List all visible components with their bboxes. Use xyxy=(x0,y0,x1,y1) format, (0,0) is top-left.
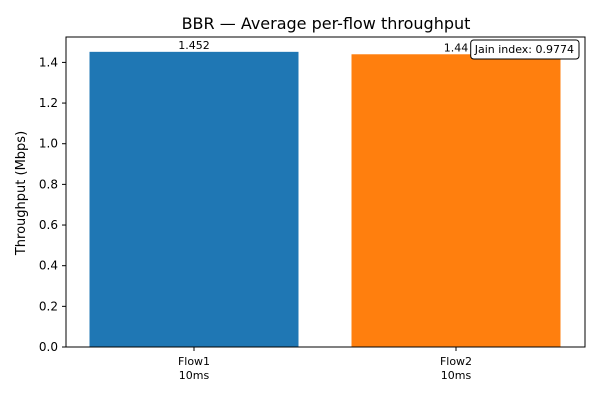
plot-frame xyxy=(65,36,586,348)
annotation-box xyxy=(470,39,580,60)
y-tick-label-7: 1.4 xyxy=(39,55,58,69)
y-tick-label-1: 0.2 xyxy=(39,299,58,313)
data-label-1: 1.452 xyxy=(178,39,210,52)
y-tick-label-3: 0.6 xyxy=(39,218,58,232)
jain-index-annotation: Jain index: 0.9774 xyxy=(474,43,574,56)
x-tick-label-2: Flow2 10ms xyxy=(440,355,472,382)
y-tick-label-4: 0.8 xyxy=(39,177,58,191)
y-tick-label-2: 0.4 xyxy=(39,259,58,273)
y-tick-label-5: 1.0 xyxy=(39,137,58,151)
chart-title: BBR — Average per-flow throughput xyxy=(182,14,471,33)
bar-1 xyxy=(89,51,299,347)
data-label-2: 1.44 xyxy=(444,41,469,54)
y-tick-label-6: 1.2 xyxy=(39,96,58,110)
y-tick-label-0: 0.0 xyxy=(39,340,58,354)
y-axis-label: Throughput (Mbps) xyxy=(14,131,29,256)
bar-2 xyxy=(351,54,561,348)
x-tick-label-1: Flow1 10ms xyxy=(178,355,210,382)
